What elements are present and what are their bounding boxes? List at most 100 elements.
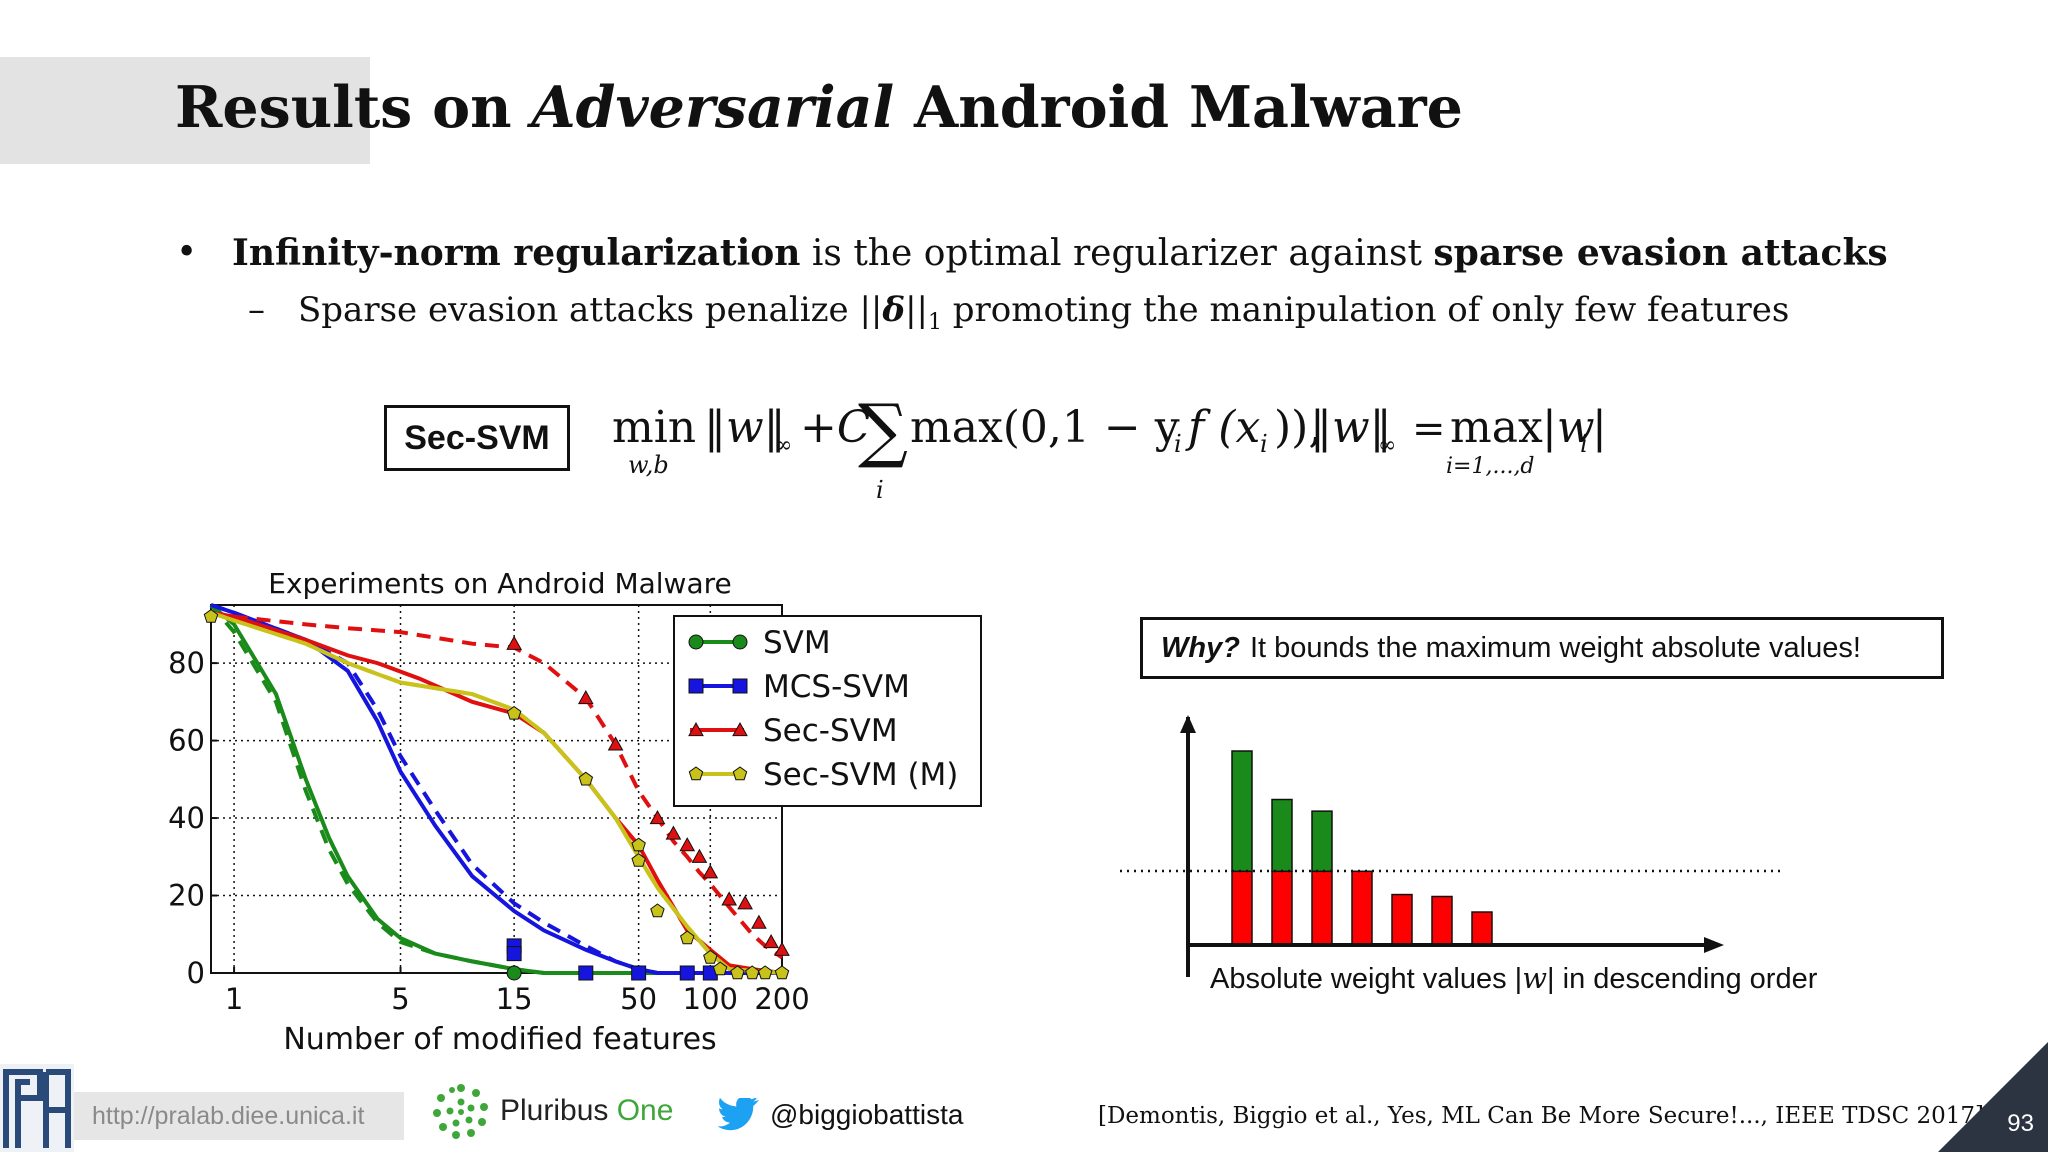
android-malware-line-chart: Experiments on Android Malware 1 5 15 50 100… — [168, 567, 982, 1057]
series-sec-svm-point — [751, 914, 767, 929]
series-sec-svm-point — [649, 810, 666, 825]
bars-y-arrow — [1180, 715, 1196, 733]
weight-bar-upper-segment — [1311, 810, 1333, 873]
svg-text:+C: +C — [800, 402, 871, 453]
sec-svm-label-box: Sec-SVM — [384, 405, 570, 471]
twitter-handle: @biggiobattista — [770, 1099, 964, 1130]
series-sec-svm-point — [665, 825, 682, 840]
bullet-bold-term-1: Infinity-norm regularization — [232, 232, 801, 274]
weight-bar-lower-segment — [1231, 870, 1253, 946]
weight-bar-lower-segment — [1431, 895, 1453, 946]
weight-bar-lower-segment — [1271, 870, 1293, 946]
legend-marker-sec-svm-m — [732, 766, 748, 781]
bullet-dot: • — [176, 232, 198, 273]
series-sec-svm-m-point — [757, 965, 773, 980]
svg-text:|: | — [1592, 402, 1607, 453]
series-mcs-svm-point — [506, 946, 522, 962]
pralab-logo — [0, 1064, 74, 1152]
svg-text:‖w‖: ‖w‖ — [1310, 402, 1392, 453]
svg-text:w,b: w,b — [628, 451, 669, 479]
svg-text:i: i — [1260, 430, 1268, 458]
svg-text:i: i — [876, 476, 884, 504]
y-tick-label: 0 — [187, 956, 205, 990]
sec-svm-formula: min w,b ‖w‖ ∞ +C ∑ i max(0,1 − y i f (x … — [612, 390, 1607, 504]
series-sec-svm-m-point — [203, 608, 219, 623]
why-label: Why? — [1161, 631, 1240, 664]
series-sec-svm-point — [763, 933, 779, 949]
series-sec-svm-m-point — [745, 965, 760, 980]
x-tick-label: 200 — [754, 982, 809, 1016]
series-sec-svm-point — [679, 837, 696, 852]
series-sec-svm-m-point — [680, 930, 695, 945]
weight-bar-lower-segment — [1311, 870, 1333, 946]
bars-x-arrow — [1704, 937, 1724, 953]
weight-bars — [1231, 750, 1493, 946]
series-sec-svm-m-point — [506, 705, 522, 720]
series-svm-point — [506, 965, 522, 981]
weight-bar-lower-segment — [1391, 893, 1413, 946]
twitter-link[interactable]: @biggiobattista — [718, 1098, 963, 1132]
pluribus-one-icon — [433, 1084, 488, 1139]
legend-marker-mcs-svm — [688, 678, 704, 694]
series-sec-svm-m-point — [703, 949, 718, 964]
x-tick-label: 50 — [620, 982, 657, 1016]
svg-text:f (x: f (x — [1185, 402, 1260, 453]
series-sec-svm-point — [691, 848, 708, 863]
legend-marker-svm — [732, 634, 748, 650]
series-sec-svm-point — [702, 864, 719, 879]
slide-title: Results on Adversarial Android Malware — [175, 74, 1463, 141]
legend-label-svm: SVM — [763, 625, 831, 661]
weight-bars-figure: Absolute weight values |w| in descending… — [1120, 715, 1818, 995]
chart-title: Experiments on Android Malware — [268, 567, 731, 600]
legend-marker-svm — [688, 634, 704, 650]
legend-label-sec-svm: Sec-SVM — [763, 713, 898, 749]
svg-text:max(0,1 − y: max(0,1 − y — [910, 402, 1180, 453]
y-tick-label: 80 — [168, 646, 205, 680]
citation: [Demontis, Biggio et al., Yes, ML Can Be… — [1098, 1103, 1985, 1129]
series-sec-svm-dashed-line — [210, 610, 784, 960]
page-corner-triangle — [1938, 1042, 2048, 1152]
series-sec-svm-point — [506, 635, 522, 650]
svg-text:∑: ∑ — [858, 390, 908, 471]
sub-bullet-dash: – — [248, 290, 265, 330]
series-sec-svm-m-line — [210, 610, 783, 975]
svg-text:=: = — [1412, 406, 1446, 452]
series-mcs-svm-point — [578, 965, 594, 981]
series-sec-svm-m-point — [631, 837, 646, 852]
x-axis-label: Number of modified features — [283, 1022, 716, 1057]
svg-text:i: i — [1580, 430, 1588, 458]
x-tick-label: 100 — [683, 982, 738, 1016]
legend-marker-sec-svm — [732, 721, 748, 737]
y-tick-label: 60 — [168, 724, 205, 758]
series-mcs-svm-point — [631, 965, 647, 981]
why-text: It bounds the maximum weight absolute va… — [1249, 631, 1861, 664]
svg-text:|w: |w — [1542, 402, 1595, 453]
svg-text:)),: )), — [1274, 402, 1322, 453]
pralab-url[interactable]: http://pralab.diee.unica.it — [74, 1092, 404, 1140]
series-sec-svm-m-point — [712, 961, 728, 976]
y-tick-label: 40 — [168, 801, 205, 835]
twitter-bird-icon — [718, 1098, 759, 1131]
series-sec-svm-point — [577, 689, 594, 705]
chart-markers — [203, 608, 790, 981]
svg-text:i=1,...,d: i=1,...,d — [1446, 454, 1535, 479]
pluribus-one-logo: Pluribus One — [432, 1082, 673, 1140]
series-sec-svm-point — [721, 891, 738, 906]
chart-legend: SVM MCS-SVM Sec-SVM Sec-SVM (M) — [673, 615, 982, 807]
why-callout-box: Why? It bounds the maximum weight absolu… — [1140, 617, 1944, 679]
x-tick-label: 5 — [391, 982, 409, 1016]
svg-text:∞: ∞ — [1378, 433, 1396, 458]
series-sec-svm-m-point — [650, 903, 665, 918]
weight-bar-lower-segment — [1471, 911, 1493, 946]
svg-text:max: max — [1450, 402, 1543, 453]
series-sec-svm-point — [774, 941, 790, 956]
bars-caption: Absolute weight values |w| in descending… — [1210, 961, 1818, 995]
series-sec-svm-point — [607, 736, 624, 751]
page-number: 93 — [2007, 1110, 2034, 1137]
series-sec-svm-m-point — [774, 965, 790, 980]
series-sec-svm-m-point — [631, 853, 646, 867]
series-mcs-svm-point — [679, 965, 695, 981]
legend-label-mcs-svm: MCS-SVM — [763, 669, 910, 705]
series-sec-svm-m-point — [730, 965, 745, 980]
